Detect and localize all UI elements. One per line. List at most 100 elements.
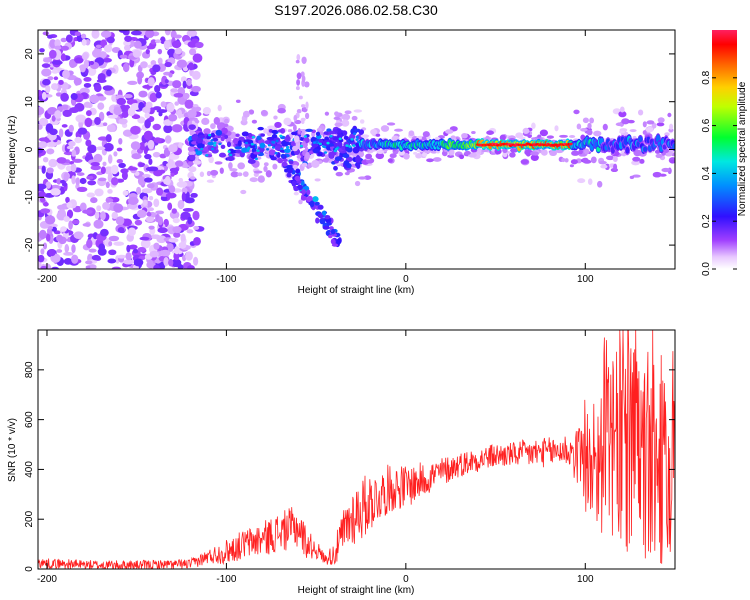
spectrogram-blob bbox=[63, 258, 73, 265]
spectrogram-blob bbox=[642, 130, 647, 135]
spectrogram-blob bbox=[260, 133, 265, 137]
spectrogram-blob bbox=[76, 33, 83, 43]
colorbar-gradient bbox=[712, 30, 737, 269]
spectrogram-blob bbox=[53, 76, 59, 81]
x-tick-label: 100 bbox=[577, 274, 594, 285]
spectrogram-blob bbox=[94, 188, 104, 197]
x-tick-label: -200 bbox=[37, 574, 57, 585]
spectrogram-blob bbox=[192, 103, 199, 108]
spectrogram-blob bbox=[186, 30, 198, 37]
spectrogram-blob bbox=[43, 202, 49, 207]
spectrogram-blob bbox=[632, 156, 641, 162]
spectrogram-blob bbox=[359, 119, 365, 124]
spectrogram-blob bbox=[73, 231, 84, 240]
spectrogram-blob bbox=[198, 134, 206, 139]
spectrogram-blob bbox=[121, 170, 128, 181]
spectrogram-blob bbox=[42, 78, 51, 86]
spectrogram-blob bbox=[187, 265, 195, 269]
spectrogram-blob bbox=[133, 40, 142, 49]
spectrogram-blob bbox=[108, 249, 117, 256]
spectrogram-blob bbox=[127, 227, 136, 236]
spectrogram-blob bbox=[235, 133, 240, 137]
spectrogram-blob bbox=[60, 37, 67, 43]
spectrogram-blob bbox=[642, 121, 647, 128]
spectrogram-blob bbox=[128, 244, 138, 250]
snr-background bbox=[38, 330, 675, 569]
spectrogram-blob bbox=[615, 122, 625, 127]
spectrogram-blob bbox=[147, 139, 155, 150]
spectrogram-blob bbox=[229, 168, 238, 172]
spectrogram-blob bbox=[305, 151, 310, 160]
spectrogram-blob bbox=[297, 128, 301, 135]
spectrogram-blob bbox=[70, 163, 77, 173]
spectrogram-blob bbox=[449, 149, 455, 156]
spectrogram-blob bbox=[108, 235, 120, 242]
spectrogram-blob bbox=[155, 91, 162, 99]
spectrogram-blob bbox=[226, 156, 235, 162]
spectrogram-blob bbox=[105, 198, 114, 203]
spectrogram-blob bbox=[345, 144, 349, 147]
spectrogram-blob bbox=[612, 155, 618, 163]
spectrogram-blob bbox=[300, 195, 307, 201]
spectrogram-blob bbox=[38, 191, 46, 198]
spectrogram-blob bbox=[70, 92, 78, 101]
x-tick-label: 100 bbox=[577, 574, 594, 585]
spectrogram-blob bbox=[41, 63, 51, 68]
spectrogram-blob bbox=[155, 210, 165, 215]
spectrogram-blob bbox=[188, 124, 196, 130]
spectrogram-blob bbox=[317, 204, 324, 210]
spectrogram-blob bbox=[164, 61, 172, 68]
spectrogram-blob bbox=[102, 161, 107, 167]
spectrogram-blob bbox=[300, 180, 305, 186]
spectrogram-blob bbox=[81, 52, 89, 61]
spectrogram-blob bbox=[71, 244, 76, 254]
spectrogram-blob bbox=[613, 163, 618, 171]
spectrogram-blob bbox=[122, 190, 129, 196]
spectrogram-blob bbox=[559, 134, 568, 138]
spectrogram-blob bbox=[254, 157, 258, 161]
spectrogram-blob bbox=[107, 154, 113, 164]
spectrogram-blob bbox=[270, 156, 277, 161]
spectrogram-blob bbox=[131, 153, 142, 160]
spectrogram-blob bbox=[415, 153, 423, 159]
spectrogram-blob bbox=[324, 215, 331, 220]
spectrogram-blob bbox=[281, 161, 288, 167]
spectrogram-blob bbox=[157, 227, 168, 234]
spectrogram-blob bbox=[357, 176, 367, 180]
spectrogram-blob bbox=[172, 217, 180, 224]
spectrogram-blob bbox=[394, 128, 403, 132]
spectrogram-blob bbox=[168, 258, 174, 267]
spectrogram-blob bbox=[74, 57, 84, 64]
spectrogram-blob bbox=[60, 53, 66, 62]
spectrogram-blob bbox=[314, 178, 321, 182]
spectrogram-blob bbox=[323, 131, 329, 135]
spectrogram-blob bbox=[646, 120, 655, 125]
spectrogram-blob bbox=[48, 248, 56, 257]
spectrogram-blob bbox=[65, 34, 73, 43]
snr-x-label: Height of straight line (km) bbox=[298, 585, 415, 596]
spectrogram-blob bbox=[301, 162, 308, 167]
spectrogram-blob bbox=[68, 220, 73, 230]
spectrogram-blob bbox=[365, 153, 373, 160]
spectrogram-blob bbox=[346, 146, 353, 153]
spectrogram-blob bbox=[293, 135, 300, 143]
spectrogram-blob bbox=[403, 152, 410, 160]
spectrogram-blob bbox=[191, 85, 201, 93]
spectrogram-blob bbox=[590, 156, 597, 164]
spectrogram-blob bbox=[637, 109, 644, 116]
spectrogram-blob bbox=[226, 141, 232, 148]
spectrogram-blob bbox=[100, 166, 106, 175]
spectrogram-blob bbox=[168, 72, 173, 78]
spectrogram-blob bbox=[40, 265, 48, 269]
spectrogram-blob bbox=[38, 124, 43, 130]
spectrogram-blob bbox=[342, 153, 350, 159]
spectrogram-blob bbox=[102, 201, 110, 210]
spectrogram-blob bbox=[336, 238, 342, 245]
spectrogram-blob bbox=[97, 136, 109, 141]
spectrogram-blob bbox=[352, 144, 356, 147]
spectrogram-blob bbox=[71, 149, 77, 157]
spectrogram-blob bbox=[214, 161, 223, 165]
spectrogram-blob bbox=[570, 159, 578, 165]
spectrogram-blob bbox=[45, 181, 52, 189]
spectrogram-blob bbox=[123, 259, 135, 265]
